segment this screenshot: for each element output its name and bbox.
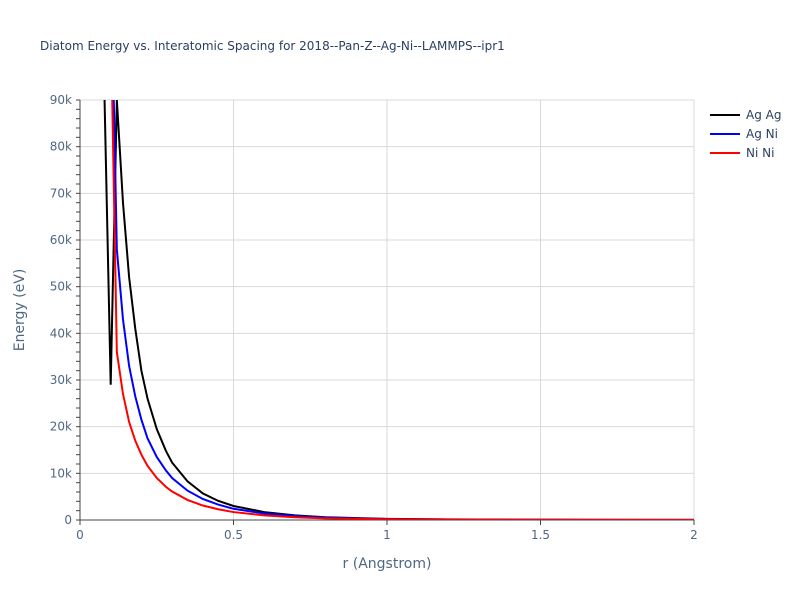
legend: Ag Ag Ag Ni Ni Ni [710,108,781,160]
legend-item[interactable]: Ag Ag [710,108,781,122]
y-tick-label: 60k [50,233,72,247]
chart-title: Diatom Energy vs. Interatomic Spacing fo… [40,39,505,53]
y-tick-label: 70k [50,186,72,200]
y-tick-label: 80k [50,140,72,154]
legend-label: Ag Ni [746,127,778,141]
y-tick-label: 10k [50,466,72,480]
x-tick-label: 1.5 [531,528,550,542]
y-axis-title: Energy (eV) [12,269,28,352]
x-tick-label: 2 [690,528,698,542]
x-tick-label: 0 [76,528,84,542]
grid [80,99,695,520]
x-axis-title: r (Angstrom) [343,556,432,572]
y-tick-label: 20k [50,420,72,434]
legend-label: Ni Ni [746,146,774,160]
legend-item[interactable]: Ni Ni [710,146,774,160]
series-line-ni-ni [111,100,694,520]
legend-item[interactable]: Ag Ni [710,127,778,141]
y-tick-label: 50k [50,280,72,294]
ticks: 0 0.5 1 1.5 2 0 10k 20k 30k 40k 50k 60k 70k 80k 90k [50,93,698,542]
x-tick-label: 0.5 [224,528,243,542]
legend-label: Ag Ag [746,108,781,122]
y-tick-label: 0 [64,513,72,527]
y-tick-label: 90k [50,93,72,107]
plot-area [103,100,694,520]
x-tick-label: 1 [383,528,391,542]
y-tick-label: 40k [50,326,72,340]
y-tick-label: 30k [50,373,72,387]
